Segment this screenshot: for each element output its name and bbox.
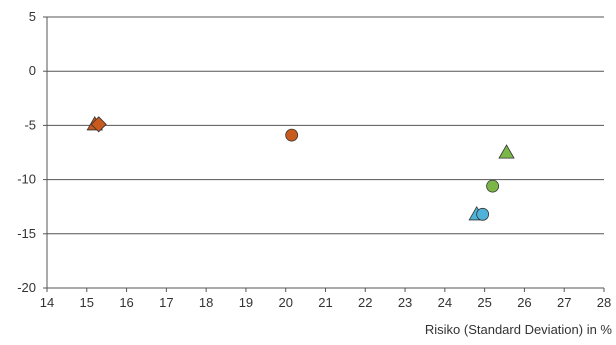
data-point-diamond <box>90 116 107 133</box>
gridlines <box>47 16 604 235</box>
y-tick-label: -5 <box>24 117 36 132</box>
x-tick-label: 20 <box>278 295 292 310</box>
x-tick-label: 17 <box>159 295 173 310</box>
x-axis-title: Risiko (Standard Deviation) in % <box>425 322 613 337</box>
data-point-circle <box>285 128 299 142</box>
x-tick-label: 15 <box>80 295 94 310</box>
x-tick-label: 26 <box>517 295 531 310</box>
y-tick-label: -15 <box>17 226 36 241</box>
y-tick-label: -20 <box>17 280 36 295</box>
y-tick-label: -10 <box>17 172 36 187</box>
tick-labels: 5 0 -5 -10 -15 -20 14 15 16 17 18 19 20 21 22 23 24 25 26 2… <box>17 9 611 310</box>
axes <box>43 16 605 292</box>
data-points <box>86 116 515 221</box>
x-tick-label: 25 <box>477 295 491 310</box>
x-tick-label: 27 <box>557 295 571 310</box>
data-point-triangle <box>498 144 515 159</box>
data-point-circle <box>486 179 500 193</box>
x-tick-label: 28 <box>597 295 611 310</box>
data-point-circle <box>476 207 490 221</box>
x-tick-label: 24 <box>438 295 452 310</box>
y-tick-label: 0 <box>29 63 36 78</box>
x-tick-label: 14 <box>40 295 54 310</box>
x-tick-label: 22 <box>358 295 372 310</box>
x-tick-label: 16 <box>119 295 133 310</box>
y-tick-label: 5 <box>29 9 36 24</box>
x-tick-label: 18 <box>199 295 213 310</box>
x-tick-label: 19 <box>239 295 253 310</box>
x-tick-label: 21 <box>318 295 332 310</box>
x-tick-label: 23 <box>398 295 412 310</box>
